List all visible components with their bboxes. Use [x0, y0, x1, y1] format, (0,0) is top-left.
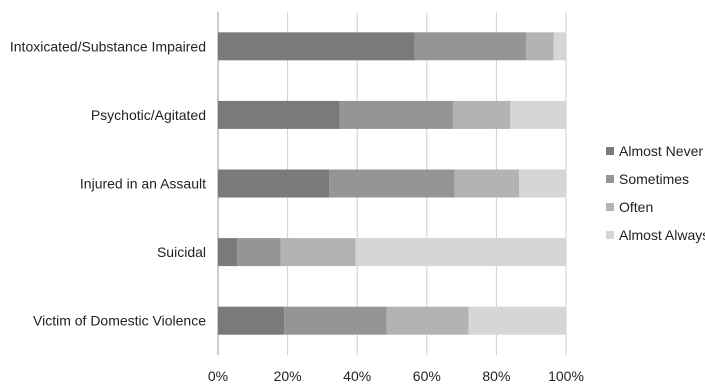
bar-segment	[218, 306, 285, 335]
category-label: Intoxicated/Substance Impaired	[10, 38, 206, 54]
legend-label: Almost Always	[619, 227, 705, 243]
legend: Almost Never Sometimes Often Almost Always	[606, 143, 705, 243]
x-tick-label: 60%	[413, 368, 441, 384]
bar-segment	[218, 238, 238, 267]
bar-segment	[414, 32, 526, 61]
bar-segment	[468, 306, 566, 335]
legend-swatch	[606, 175, 614, 183]
x-tick-label: 40%	[343, 368, 371, 384]
bars-layer	[218, 32, 566, 335]
bar-segment	[237, 238, 281, 267]
legend-label: Almost Never	[619, 143, 703, 159]
bar-segment	[553, 32, 566, 61]
bar-segment	[218, 32, 415, 61]
category-label: Victim of Domestic Violence	[33, 313, 206, 329]
x-tick-label: 20%	[274, 368, 302, 384]
bar-segment	[454, 169, 520, 198]
x-tick-label: 0%	[208, 368, 228, 384]
bar-segment	[355, 238, 566, 267]
bar-segment	[218, 100, 340, 129]
bar-segment	[329, 169, 455, 198]
bar-segment	[510, 100, 566, 129]
category-labels: Intoxicated/Substance Impaired Psychotic/…	[10, 38, 206, 328]
bar-segment	[339, 100, 453, 129]
bar-segment	[386, 306, 469, 335]
x-tick-labels: 0% 20% 40% 60% 80% 100%	[208, 368, 584, 384]
x-tick-label: 100%	[548, 368, 584, 384]
legend-swatch	[606, 147, 614, 155]
category-label: Psychotic/Agitated	[91, 107, 206, 123]
bar-segment	[284, 306, 387, 335]
bar-segment	[519, 169, 566, 198]
bar-segment	[525, 32, 554, 61]
bar-segment	[280, 238, 356, 267]
category-label: Suicidal	[157, 244, 206, 260]
legend-label: Often	[619, 199, 653, 215]
legend-label: Sometimes	[619, 171, 689, 187]
x-tick-label: 80%	[482, 368, 510, 384]
legend-swatch	[606, 231, 614, 239]
bar-segment	[452, 100, 511, 129]
bar-segment	[218, 169, 330, 198]
category-label: Injured in an Assault	[80, 176, 206, 192]
legend-swatch	[606, 203, 614, 211]
